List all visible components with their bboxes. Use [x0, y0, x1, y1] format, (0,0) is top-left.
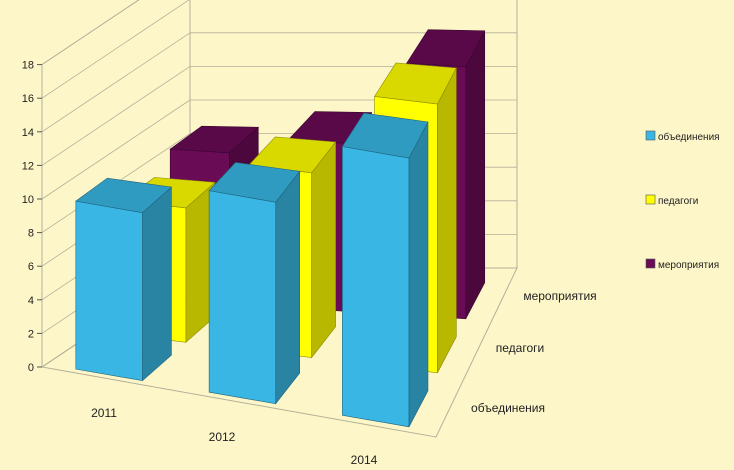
- gridline-side: [41, 0, 140, 65]
- legend-label: педагоги: [658, 196, 698, 207]
- y-tick-label: 10: [22, 194, 34, 206]
- bar-front-face: [75, 200, 143, 382]
- y-tick-label: 14: [22, 127, 34, 139]
- bar-объединения-2014: [341, 112, 429, 428]
- x-tick-label: 2011: [91, 406, 117, 420]
- bar-объединения-2011: [75, 177, 173, 382]
- legend-swatch: [645, 130, 656, 141]
- gridline-side: [41, 66, 191, 166]
- bar-top-face: [169, 125, 260, 154]
- bar-side-face: [275, 170, 300, 405]
- y-tick-label: 12: [22, 160, 34, 172]
- y-tick-label: 18: [22, 60, 34, 72]
- bar-front-face: [208, 190, 277, 405]
- depth-tick-label: мероприятия: [523, 289, 596, 303]
- legend-label: объединения: [658, 131, 720, 143]
- bar-front-face: [342, 146, 410, 428]
- y-tick-label: 0: [28, 362, 34, 374]
- y-tick-label: 2: [28, 328, 34, 340]
- bar-side-face: [408, 121, 429, 427]
- y-tick-label: 16: [22, 93, 34, 105]
- legend-swatch: [645, 194, 656, 205]
- gridline-side: [41, 99, 191, 200]
- bar-top-face: [374, 62, 457, 105]
- bar-top-face: [406, 29, 486, 68]
- gridline-side: [41, 32, 191, 133]
- bar-top-face: [341, 112, 429, 159]
- bar-side-face: [465, 30, 486, 319]
- bar-side-face: [311, 141, 336, 359]
- y-tick-label: 4: [28, 295, 34, 307]
- bar-объединения-2012: [208, 162, 301, 405]
- bar-top-face: [75, 177, 173, 213]
- legend-label: мероприятия: [658, 260, 719, 271]
- bar-side-face: [437, 67, 457, 373]
- y-tick-label: 8: [28, 228, 34, 240]
- x-tick-label: 2014: [351, 453, 378, 465]
- legend-swatch: [645, 258, 656, 269]
- y-tick-label: 6: [28, 261, 34, 273]
- bar-side-face: [142, 186, 172, 382]
- x-tick-label: 2012: [209, 430, 236, 444]
- depth-tick-label: педагоги: [496, 341, 544, 355]
- bar-top-face: [208, 162, 301, 203]
- depth-tick-label: объединения: [471, 401, 545, 415]
- gridline-side: [41, 0, 190, 99]
